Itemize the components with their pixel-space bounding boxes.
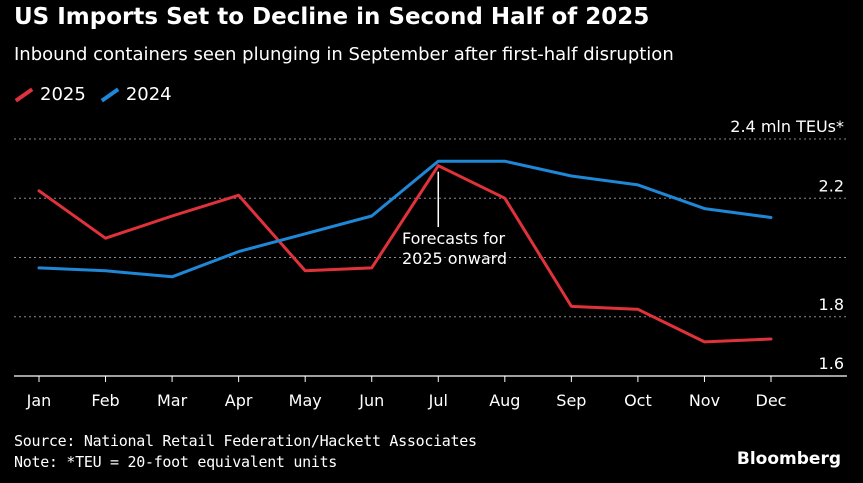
x-tick-label: Mar — [157, 391, 188, 410]
annotation-text: 2025 onward — [402, 249, 507, 268]
x-tick-label: Aug — [489, 391, 520, 410]
x-tick-label: Jun — [358, 391, 384, 410]
y-tick-label: 2.4 mln TEUs* — [730, 117, 844, 136]
x-tick-label: Feb — [91, 391, 119, 410]
legend: 2025 2024 — [14, 84, 186, 105]
y-tick-label: 1.6 — [819, 354, 844, 373]
x-tick-label: Nov — [689, 391, 720, 410]
chart-subtitle: Inbound containers seen plunging in Sept… — [14, 44, 674, 65]
x-tick-label: Jul — [428, 391, 448, 410]
series-line-2025 — [37, 164, 773, 344]
y-tick-label: 1.8 — [819, 295, 844, 314]
legend-label-2024: 2024 — [125, 84, 172, 105]
footnote: Note: *TEU = 20-foot equivalent units — [14, 453, 338, 471]
legend-item-2024: 2024 — [100, 84, 172, 105]
x-tick-label: Jan — [26, 391, 52, 410]
x-tick-label: Sep — [556, 391, 586, 410]
series-line-2024 — [37, 159, 773, 279]
x-tick-label: Apr — [225, 391, 253, 410]
x-tick-label: May — [289, 391, 322, 410]
source-note: Source: National Retail Federation/Hacke… — [14, 432, 477, 450]
legend-item-2025: 2025 — [14, 84, 86, 105]
bloomberg-logo: Bloomberg — [736, 449, 841, 469]
y-tick-label: 2.2 — [819, 176, 844, 195]
x-tick-label: Dec — [756, 391, 787, 410]
chart-title: US Imports Set to Decline in Second Half… — [14, 4, 650, 30]
annotation-text: Forecasts for — [402, 229, 506, 248]
legend-label-2025: 2025 — [40, 84, 86, 105]
x-tick-label: Oct — [624, 391, 652, 410]
